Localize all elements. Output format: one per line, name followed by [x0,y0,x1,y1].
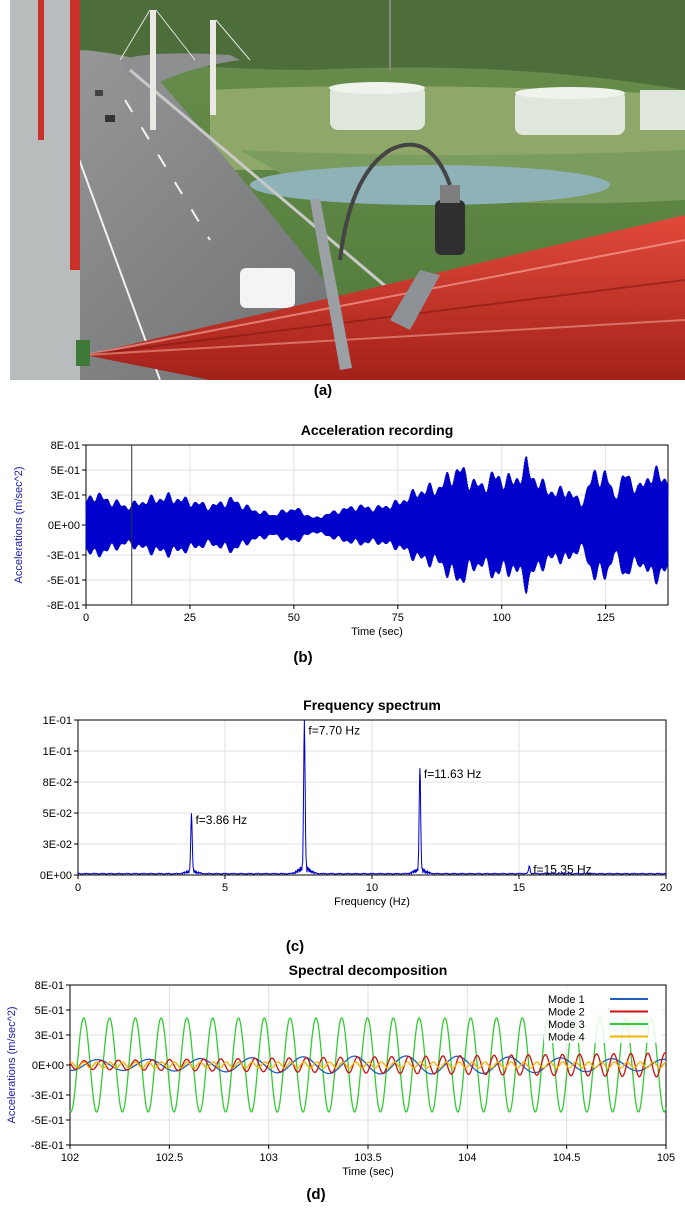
x-tick-label: 5 [222,882,228,894]
plot-frame [69,984,667,1146]
y-axis-label: Accelerations (m/sec^2) [6,1006,18,1123]
chart-title: Spectral decomposition [289,965,448,978]
y-tick-label: 3E-02 [43,839,72,851]
panel-label-a: (a) [313,382,333,399]
x-tick-label: 105 [657,1152,675,1164]
acceleration-series-line [85,456,669,594]
x-axis-label: Time (sec) [351,626,403,638]
series-line-mode-2 [69,1052,667,1078]
x-tick-label: 25 [184,612,196,624]
y-tick-label: 8E-01 [51,440,80,452]
series-line-mode-1 [69,1055,667,1075]
peak-label: f=11.63 Hz [424,767,481,781]
y-tick-label: 0E+00 [40,870,72,882]
x-tick-label: 100 [493,612,511,624]
series-line-mode-4 [69,1061,667,1069]
y-tick-label: 0E+00 [32,1060,64,1072]
x-tick-label: 125 [596,612,614,624]
x-tick-label: 104 [458,1152,476,1164]
x-tick-label: 0 [83,612,89,624]
peak-label: f=3.86 Hz [195,813,247,827]
x-axis-label: Frequency (Hz) [334,896,410,908]
x-tick-label: 15 [513,882,525,894]
plot-frame [77,719,667,876]
legend-label: Mode 2 [548,1007,585,1019]
legend-label: Mode 4 [548,1032,585,1044]
x-tick-label: 104.5 [553,1152,581,1164]
panel-label-b: (b) [293,649,313,666]
x-tick-label: 20 [660,882,672,894]
series-line-mode-3 [69,1017,667,1113]
y-tick-label: 1E-01 [43,715,72,727]
x-tick-label: 103 [259,1152,277,1164]
peak-label: f=7.70 Hz [308,724,360,738]
y-axis-label: Accelerations (m/sec^2) [13,466,25,583]
acceleration-recording-chart: Acceleration recording -8E-01 -5E-01 -3E-01… [13,422,669,638]
frequency-spectrum-chart: Frequency spectrum 0E+00 3E-02 5E-02 8E-02 1E… [40,697,672,908]
legend-label: Mode 3 [548,1019,585,1031]
x-tick-label: 102 [61,1152,79,1164]
panel-label-d: (d) [306,1186,326,1203]
y-tick-label: -5E-01 [31,1115,64,1127]
x-axis-label: Time (sec) [342,1166,394,1178]
x-tick-label: 10 [366,882,378,894]
legend-label: Mode 1 [548,994,585,1006]
y-tick-label: -5E-01 [47,575,80,587]
y-tick-label: -3E-01 [31,1090,64,1102]
x-tick-label: 0 [75,882,81,894]
x-tick-label: 102.5 [156,1152,184,1164]
y-tick-label: 8E-01 [35,980,64,992]
x-tick-label: 103.5 [354,1152,382,1164]
y-tick-label: -8E-01 [31,1140,64,1152]
y-tick-label: 5E-01 [51,465,80,477]
peak-label: f=15.35 Hz [533,863,591,877]
x-tick-label: 50 [288,612,300,624]
y-tick-label: 8E-02 [43,777,72,789]
y-tick-label: 0E+00 [48,520,80,532]
y-tick-label: -3E-01 [47,550,80,562]
y-tick-label: 1E-01 [43,746,72,758]
chart-title: Frequency spectrum [303,697,441,713]
y-tick-label: -8E-01 [47,600,80,612]
x-tick-label: 75 [392,612,404,624]
spectrum-series-line [77,719,667,876]
panel-label-c: (c) [285,938,305,955]
y-tick-label: 3E-01 [51,490,80,502]
y-tick-label: 3E-01 [35,1030,64,1042]
y-tick-label: 5E-02 [43,808,72,820]
y-tick-label: 5E-01 [35,1005,64,1017]
legend-background [544,987,662,1043]
spectral-decomposition-chart: Spectral decomposition -8E-01 -5E-01 -3E-01… [6,965,675,1178]
bridge-photo [10,0,685,380]
chart-title: Acceleration recording [301,422,454,438]
